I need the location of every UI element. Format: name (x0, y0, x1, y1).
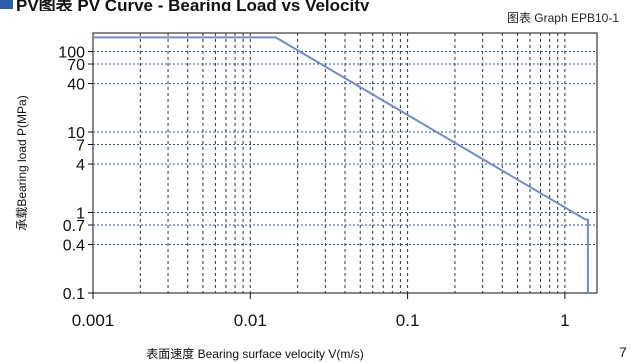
x-tick-label: 0.01 (234, 311, 267, 330)
x-axis-label: 表面速度 Bearing surface velocity V(m/s) (146, 346, 363, 361)
heading-text: PV图表 PV Curve - Bearing Load vs Velocity (16, 0, 370, 11)
y-tick-label: 0.1 (63, 286, 85, 303)
y-axis-label: 承载Bearing load P(MPa) (15, 95, 29, 230)
x-tick-label: 0.1 (396, 311, 420, 330)
y-tick-label: 1 (76, 206, 85, 223)
y-tick-label: 4 (76, 157, 85, 174)
chart-title: 图表 Graph EPB10-1 (506, 11, 619, 25)
y-tick-label: 0.4 (63, 238, 85, 255)
pv-limit-line (93, 36, 589, 293)
y-tick-label: 100 (58, 45, 85, 62)
x-tick-label: 1 (560, 311, 569, 330)
heading-marker (0, 0, 13, 9)
y-tick-label: 40 (67, 77, 85, 94)
y-tick-label: 0.7 (63, 218, 85, 235)
x-tick-label: 0.001 (72, 311, 115, 330)
section-heading: PV图表 PV Curve - Bearing Load vs Velocity (0, 0, 631, 11)
y-tick-label: 10 (67, 125, 85, 142)
y-tick-label: 70 (67, 57, 85, 74)
page-number: 7 (619, 344, 627, 360)
y-tick-label: 7 (76, 137, 85, 154)
